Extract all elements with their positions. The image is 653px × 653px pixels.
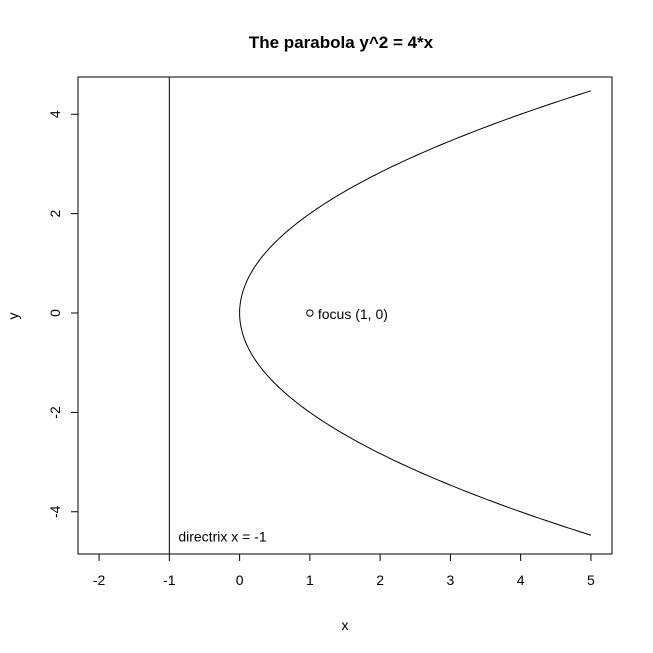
x-axis-label: x <box>342 617 349 633</box>
y-axis: -4 -2 0 2 4 <box>47 110 79 518</box>
x-tick-label: 3 <box>446 572 454 588</box>
y-axis-label: y <box>5 313 21 320</box>
x-tick-label: -1 <box>163 572 176 588</box>
focus-label: focus (1, 0) <box>318 306 388 322</box>
x-tick-label: 1 <box>306 572 314 588</box>
chart-title: The parabola y^2 = 4*x <box>249 33 434 52</box>
x-tick-label: 4 <box>517 572 525 588</box>
x-tick-label: 0 <box>236 572 244 588</box>
y-tick-label: 4 <box>47 110 63 118</box>
x-tick-label: 2 <box>376 572 384 588</box>
plot-marks: directrix x = -1 focus (1, 0) <box>168 77 592 554</box>
x-tick-label: 5 <box>587 572 595 588</box>
x-tick-label: -2 <box>93 572 106 588</box>
y-tick-label: 2 <box>47 210 63 218</box>
parabola-curve <box>239 90 592 536</box>
y-tick-label: 0 <box>47 309 63 317</box>
y-tick-label: -4 <box>47 505 63 518</box>
y-tick-label: -2 <box>47 406 63 419</box>
x-axis: -2 -1 0 1 2 3 4 5 <box>93 553 595 588</box>
directrix-label: directrix x = -1 <box>178 529 267 545</box>
focus-point <box>306 309 314 317</box>
